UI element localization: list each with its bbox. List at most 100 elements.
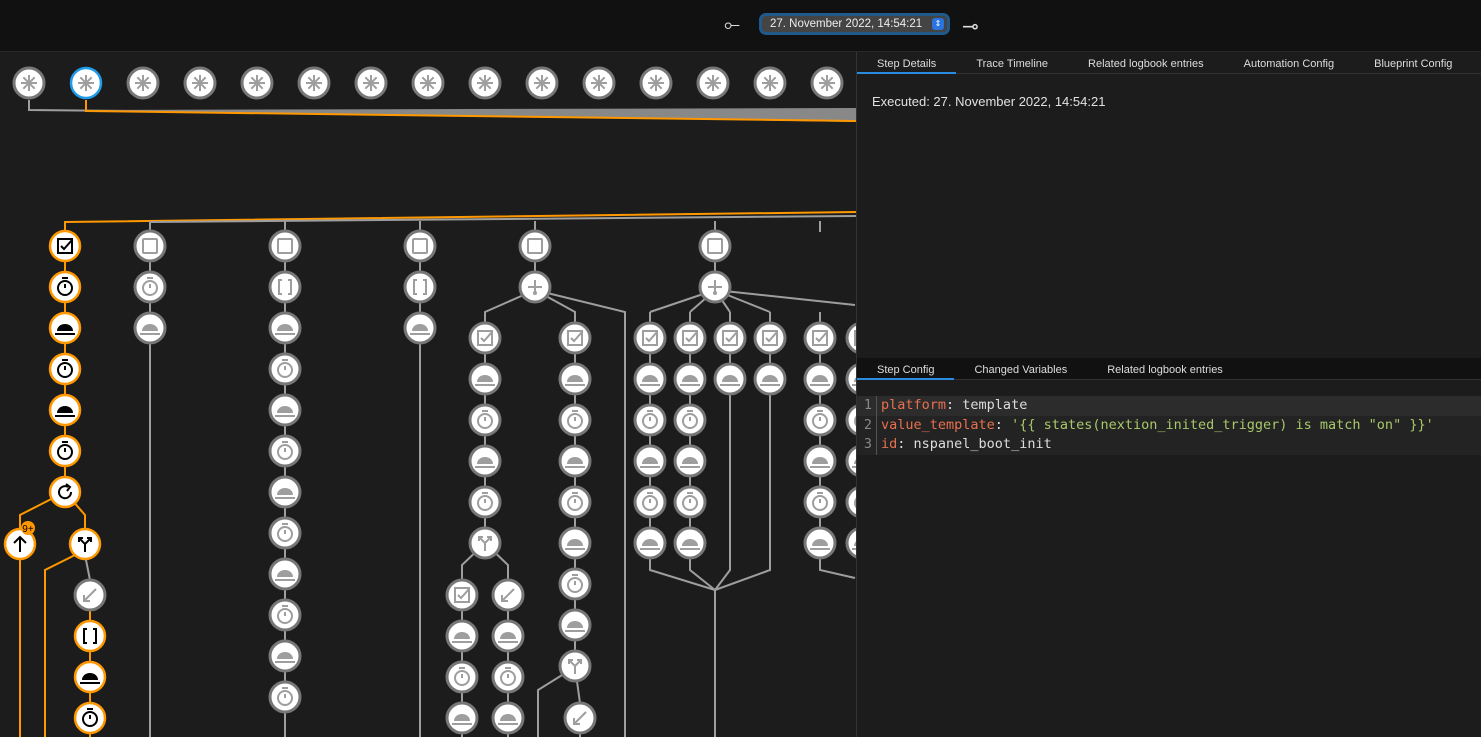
- checkbox-node[interactable]: [713, 321, 747, 355]
- checkbox-node[interactable]: [673, 321, 707, 355]
- timer-node[interactable]: [468, 403, 502, 437]
- service-bell-node[interactable]: [491, 619, 525, 653]
- service-bell-node[interactable]: [268, 557, 302, 591]
- timer-node[interactable]: [803, 403, 837, 437]
- tab-blueprint-config[interactable]: Blueprint Config: [1374, 58, 1453, 70]
- brackets-node[interactable]: [403, 270, 437, 304]
- square-node[interactable]: [403, 229, 437, 263]
- asterisk-node[interactable]: [12, 66, 46, 100]
- service-bell-node[interactable]: [73, 660, 107, 694]
- repeat-node[interactable]: [48, 475, 82, 509]
- service-bell-node[interactable]: [845, 445, 856, 477]
- asterisk-node[interactable]: [69, 66, 103, 100]
- tab-changed-variables[interactable]: Changed Variables: [974, 364, 1068, 376]
- service-bell-node[interactable]: [803, 444, 837, 478]
- timer-node[interactable]: [48, 270, 82, 304]
- split-node[interactable]: [698, 270, 732, 304]
- asterisk-node[interactable]: [810, 66, 844, 100]
- service-bell-node[interactable]: [558, 526, 592, 560]
- service-bell-node[interactable]: [491, 701, 525, 735]
- service-bell-node[interactable]: [48, 393, 82, 427]
- timer-node[interactable]: [633, 403, 667, 437]
- service-bell-node[interactable]: [633, 362, 667, 396]
- previous-run-button[interactable]: ⟜: [724, 14, 740, 36]
- asterisk-node[interactable]: [126, 66, 160, 100]
- timer-node[interactable]: [48, 434, 82, 468]
- timer-node[interactable]: [268, 434, 302, 468]
- asterisk-node[interactable]: [297, 66, 331, 100]
- timer-node[interactable]: [268, 680, 302, 714]
- asterisk-node[interactable]: [696, 66, 730, 100]
- service-bell-node[interactable]: [558, 608, 592, 642]
- timer-node[interactable]: [845, 404, 856, 436]
- service-bell-node[interactable]: [673, 526, 707, 560]
- timer-node[interactable]: [558, 567, 592, 601]
- asterisk-node[interactable]: [354, 66, 388, 100]
- service-bell-node[interactable]: [803, 362, 837, 396]
- timer-node[interactable]: [491, 660, 525, 694]
- fork-node[interactable]: [558, 649, 592, 683]
- service-bell-node[interactable]: [468, 362, 502, 396]
- asterisk-node[interactable]: [468, 66, 502, 100]
- checkbox-node[interactable]: [445, 578, 479, 612]
- arrow-down-left-node[interactable]: [491, 578, 525, 612]
- brackets-node[interactable]: [73, 619, 107, 653]
- timer-node[interactable]: [673, 485, 707, 519]
- arrow-down-left-node[interactable]: [563, 701, 597, 735]
- tab-related-logbook-entries[interactable]: Related logbook entries: [1107, 364, 1223, 376]
- brackets-node[interactable]: [268, 270, 302, 304]
- checkbox-node[interactable]: [753, 321, 787, 355]
- square-node[interactable]: [133, 229, 167, 263]
- split-node[interactable]: [518, 270, 552, 304]
- service-bell-node[interactable]: [403, 311, 437, 345]
- checkbox-node[interactable]: [845, 322, 856, 354]
- run-selector[interactable]: 27. November 2022, 14:54:21 ⇕: [759, 13, 950, 35]
- service-bell-node[interactable]: [713, 362, 747, 396]
- checkbox-node[interactable]: [558, 321, 592, 355]
- service-bell-node[interactable]: [48, 311, 82, 345]
- service-bell-node[interactable]: [268, 639, 302, 673]
- service-bell-node[interactable]: [268, 475, 302, 509]
- timer-node[interactable]: [803, 485, 837, 519]
- arrow-down-left-node[interactable]: [73, 578, 107, 612]
- checkbox-node[interactable]: [803, 321, 837, 355]
- timer-node[interactable]: [558, 403, 592, 437]
- checkbox-node[interactable]: [48, 229, 82, 263]
- timer-node[interactable]: [845, 486, 856, 518]
- fork-node[interactable]: [68, 527, 102, 561]
- tab-related-logbook-entries[interactable]: Related logbook entries: [1088, 58, 1204, 70]
- next-run-button[interactable]: ⊸: [962, 16, 979, 38]
- asterisk-node[interactable]: [582, 66, 616, 100]
- checkbox-node[interactable]: [468, 321, 502, 355]
- square-node[interactable]: [268, 229, 302, 263]
- timer-node[interactable]: [468, 485, 502, 519]
- timer-node[interactable]: [48, 352, 82, 386]
- asterisk-node[interactable]: [525, 66, 559, 100]
- tab-trace-timeline[interactable]: Trace Timeline: [976, 58, 1049, 70]
- service-bell-node[interactable]: [558, 444, 592, 478]
- service-bell-node[interactable]: [845, 363, 856, 395]
- timer-node[interactable]: [268, 516, 302, 550]
- square-node[interactable]: [518, 229, 552, 263]
- asterisk-node[interactable]: [411, 66, 445, 100]
- square-node[interactable]: [698, 229, 732, 263]
- timer-node[interactable]: [445, 660, 479, 694]
- service-bell-node[interactable]: [753, 362, 787, 396]
- fork-node[interactable]: [468, 526, 502, 560]
- service-bell-node[interactable]: [673, 444, 707, 478]
- service-bell-node[interactable]: [633, 444, 667, 478]
- service-bell-node[interactable]: [845, 527, 856, 559]
- timer-node[interactable]: [73, 701, 107, 735]
- step-config-code[interactable]: 1 platform: template 2 value_template: '{{ …: [857, 396, 1481, 455]
- service-bell-node[interactable]: [133, 311, 167, 345]
- tab-step-config[interactable]: Step Config: [857, 358, 955, 380]
- arrow-up-node[interactable]: [3, 527, 37, 561]
- timer-node[interactable]: [633, 485, 667, 519]
- service-bell-node[interactable]: [468, 444, 502, 478]
- asterisk-node[interactable]: [753, 66, 787, 100]
- tab-step-details[interactable]: Step Details: [857, 52, 957, 74]
- service-bell-node[interactable]: [558, 362, 592, 396]
- tab-automation-config[interactable]: Automation Config: [1243, 58, 1335, 70]
- timer-node[interactable]: [268, 598, 302, 632]
- service-bell-node[interactable]: [268, 311, 302, 345]
